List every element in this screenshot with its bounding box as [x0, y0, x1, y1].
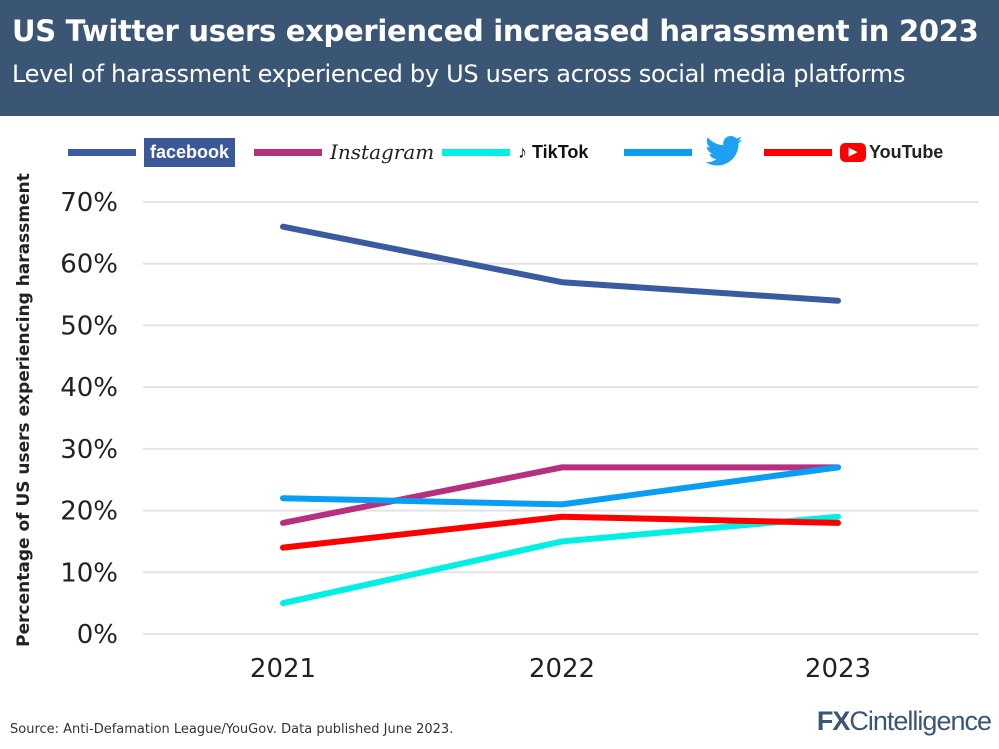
legend-swatch: [624, 148, 692, 156]
youtube-label: YouTube: [869, 141, 944, 162]
logo-part: FX: [816, 706, 851, 736]
y-tick-label: 50%: [60, 311, 118, 341]
chart-title: US Twitter users experienced increased h…: [12, 14, 979, 48]
tiktok-label: TikTok: [532, 141, 589, 162]
y-tick-label: 70%: [60, 188, 118, 218]
x-tick-label: 2021: [250, 654, 316, 684]
legend-item-youtube: ▶ YouTube: [764, 130, 943, 174]
fxc-logo: FXCintelligence: [816, 706, 992, 737]
tiktok-note-icon: ♪: [518, 141, 527, 162]
x-tick-label: 2023: [805, 654, 871, 684]
twitter-bird-icon: [705, 136, 743, 166]
facebook-logo: facebook: [144, 137, 236, 167]
legend-swatch: [442, 148, 510, 156]
legend-item-twitter: [624, 130, 748, 174]
y-tick-label: 30%: [60, 435, 118, 465]
youtube-logo: ▶ YouTube: [840, 142, 943, 163]
y-tick-label: 0%: [77, 620, 118, 650]
y-tick-label: 10%: [60, 558, 118, 588]
y-tick-label: 20%: [60, 497, 118, 527]
header: US Twitter users experienced increased h…: [0, 0, 999, 116]
legend-item-instagram: Instagram: [254, 130, 434, 174]
series-line-instagram: [280, 464, 841, 526]
logo-part: Cintelligence: [849, 706, 992, 736]
chart-subtitle: Level of harassment experienced by US us…: [12, 60, 906, 88]
y-tick-label: 40%: [60, 373, 118, 403]
legend: facebook Instagram ♪ TikTok ▶ YouTube: [0, 130, 999, 174]
x-tick-label: 2022: [529, 654, 595, 684]
legend-item-facebook: facebook: [68, 130, 236, 174]
legend-item-tiktok: ♪ TikTok: [442, 130, 588, 174]
source-note: Source: Anti-Defamation League/YouGov. D…: [10, 722, 454, 737]
y-tick-label: 60%: [60, 250, 118, 280]
legend-swatch: [68, 148, 136, 156]
series-line-tiktok: [280, 513, 841, 607]
series-line-twitter: [280, 464, 841, 508]
instagram-logo: Instagram: [330, 140, 435, 164]
tiktok-logo: ♪ TikTok: [518, 142, 588, 163]
legend-swatch: [764, 148, 832, 156]
series-line-facebook: [280, 223, 841, 304]
legend-swatch: [254, 148, 322, 156]
series-line-youtube: [280, 513, 841, 551]
youtube-play-icon: ▶: [840, 142, 866, 162]
